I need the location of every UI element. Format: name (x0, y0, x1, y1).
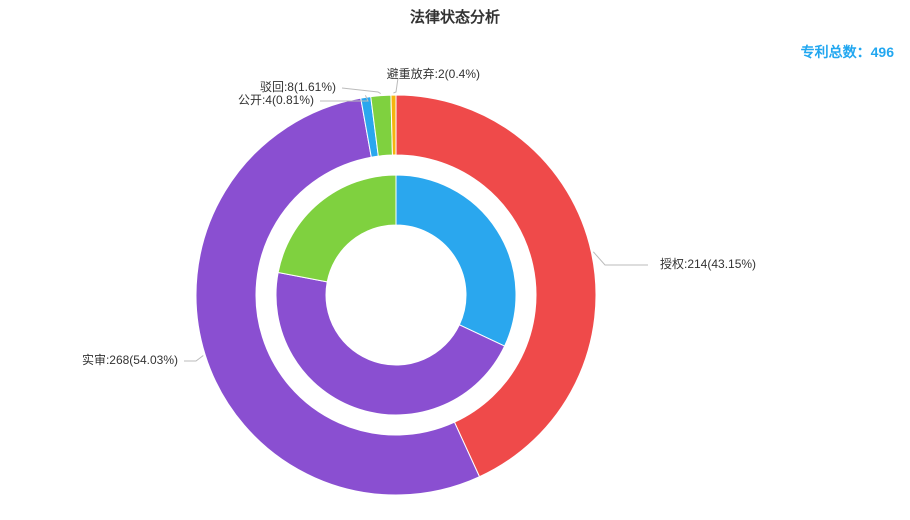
slice-label: 授权:214(43.15%) (660, 256, 756, 271)
leader-line (593, 252, 648, 265)
donut-chart: 授权:214(43.15%) 实审:268(54.03%) 公开:4(0.81%)驳… (0, 0, 910, 520)
slice-label: 避重放弃:2(0.4%) (387, 66, 480, 81)
leader-line (184, 355, 203, 361)
slice-label: 实审:268(54.03%) (82, 352, 178, 367)
slice-label: 驳回:8(1.61%) (260, 80, 336, 94)
slice-label: 公开:4(0.81%) (238, 93, 314, 107)
leader-line (342, 88, 381, 94)
slice-A[interactable] (396, 175, 516, 346)
